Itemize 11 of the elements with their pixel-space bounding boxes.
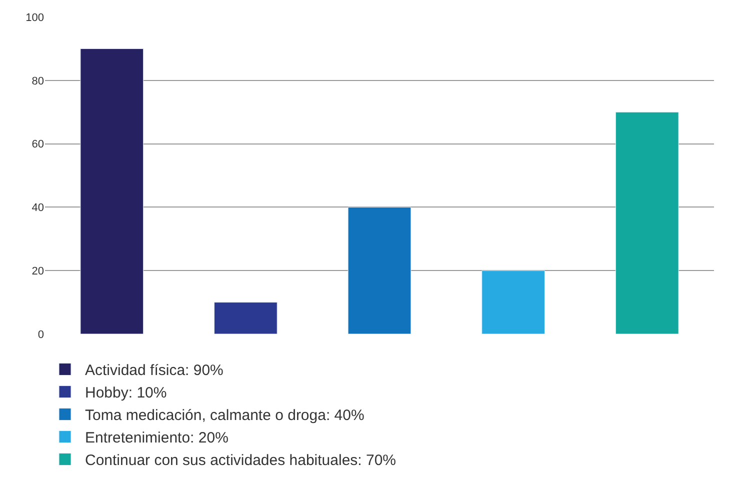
y-tick-label: 60 bbox=[32, 138, 44, 151]
y-tick-label: 0 bbox=[38, 328, 44, 341]
legend-label: Actividad física: 90% bbox=[85, 362, 224, 380]
legend-label: Continuar con sus actividades habituales: 70% bbox=[85, 452, 396, 470]
y-tick-label: 40 bbox=[32, 202, 44, 214]
y-tick-label: 20 bbox=[32, 265, 44, 278]
y-tick-label: 80 bbox=[32, 75, 44, 88]
legend-label: Hobby: 10% bbox=[85, 384, 167, 402]
legend-label: Entretenimiento: 20% bbox=[85, 430, 228, 447]
legend-label: Toma medicación, calmante o droga: 40% bbox=[85, 407, 364, 424]
y-tick-label: 100 bbox=[26, 12, 44, 24]
